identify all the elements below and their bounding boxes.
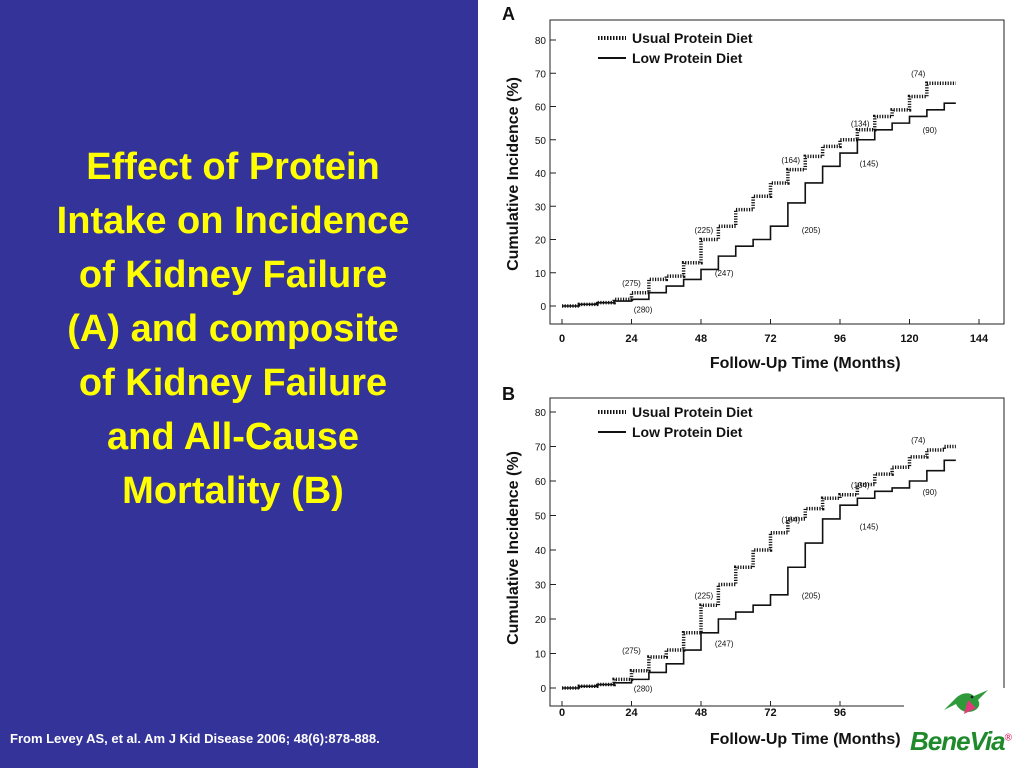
annotation-label: (247): [715, 640, 734, 649]
logo-text: BeneVia®: [910, 726, 1012, 757]
annotation-label: (275): [622, 647, 641, 656]
annotation-label: (145): [860, 159, 879, 168]
annotation-label: (145): [860, 522, 879, 531]
y-tick-label: 10: [535, 650, 547, 661]
annotation-label: (90): [923, 126, 938, 135]
y-tick-label: 50: [535, 136, 547, 147]
slide-title-line: of Kidney Failure: [78, 362, 388, 404]
x-tick-label: 0: [559, 707, 565, 719]
slide-title-line: Mortality (B): [122, 470, 344, 512]
logo-word: BeneVia: [910, 726, 1006, 756]
annotation-label: (205): [802, 591, 821, 600]
annotation-label: (225): [695, 226, 714, 235]
annotation-label: (225): [695, 591, 714, 600]
annotation-label: (205): [802, 226, 821, 235]
panel-label: B: [502, 384, 515, 404]
annotation-label: (74): [911, 70, 926, 79]
y-tick-label: 0: [540, 684, 546, 695]
charts: A 0 10 20 30 40 50 60 70 80 0 24 48 72 96 120 144 Follow-…: [502, 4, 1005, 748]
y-tick-label: 30: [535, 202, 547, 213]
y-tick-label: 80: [535, 408, 547, 419]
legend-label: Low Protein Diet: [632, 50, 743, 66]
annotation-label: (164): [781, 156, 800, 165]
legend-label: Low Protein Diet: [632, 424, 743, 440]
series-line: [562, 459, 956, 689]
y-tick-label: 60: [535, 477, 547, 488]
x-axis-label: Follow-Up Time (Months): [710, 355, 901, 372]
y-tick-label: 40: [535, 169, 547, 180]
slide-title-line: Effect of Protein: [86, 146, 380, 188]
y-tick-label: 70: [535, 69, 547, 80]
x-tick-label: 144: [970, 333, 989, 345]
slide-title-line: and All-Cause: [107, 416, 359, 458]
y-tick-label: 0: [540, 302, 546, 313]
y-tick-label: 70: [535, 443, 547, 454]
x-tick-label: 96: [834, 333, 846, 345]
annotation-label: (280): [634, 306, 653, 315]
benevia-logo: BeneVia®: [904, 688, 1022, 768]
x-tick-label: 48: [695, 333, 707, 345]
annotation-label: (275): [622, 279, 641, 288]
series-line: [562, 81, 956, 308]
legend-label: Usual Protein Diet: [632, 404, 753, 420]
x-tick-label: 24: [625, 333, 638, 345]
x-tick-label: 24: [625, 707, 638, 719]
slide-title-line: Intake on Incidence: [56, 200, 410, 242]
x-tick-label: 96: [834, 707, 846, 719]
y-axis-label: Cumulative Incidence (%): [505, 451, 522, 645]
citation: From Levey AS, et al. Am J Kid Disease 2…: [10, 731, 380, 746]
annotation-label: (164): [781, 515, 800, 524]
x-tick-label: 120: [900, 333, 918, 345]
plot-frame: [549, 19, 1005, 325]
annotation-label: (90): [923, 488, 938, 497]
slide-title: Effect of Protein Intake on Incidence of…: [8, 140, 458, 518]
annotation-label: (134): [851, 119, 870, 128]
panel-label: A: [502, 4, 515, 24]
hummingbird-icon: [944, 690, 988, 714]
x-tick-label: 72: [764, 707, 776, 719]
y-axis-label: Cumulative Incidence (%): [505, 77, 522, 271]
y-tick-label: 20: [535, 236, 547, 247]
x-tick-label: 48: [695, 707, 707, 719]
x-tick-label: 0: [559, 333, 565, 345]
x-axis-label: Follow-Up Time (Months): [710, 731, 901, 748]
y-tick-label: 80: [535, 36, 547, 47]
y-tick-label: 60: [535, 103, 547, 114]
y-tick-label: 10: [535, 269, 547, 280]
y-tick-label: 40: [535, 546, 547, 557]
annotation-label: (134): [851, 481, 870, 490]
left-panel: Effect of Protein Intake on Incidence of…: [0, 0, 478, 768]
slide-title-line: (A) and composite: [67, 308, 399, 350]
logo-registered-mark: ®: [1004, 732, 1012, 744]
annotation-label: (280): [634, 684, 653, 693]
plot-frame: [549, 397, 1005, 707]
y-tick-label: 30: [535, 581, 547, 592]
series-line: [562, 102, 956, 307]
x-tick-label: 72: [764, 333, 776, 345]
y-tick-label: 50: [535, 512, 547, 523]
slide-title-line: of Kidney Failure: [78, 254, 388, 296]
annotation-label: (74): [911, 436, 926, 445]
series-line: [562, 444, 956, 690]
annotation-label: (247): [715, 269, 734, 278]
right-panel: [478, 0, 1024, 768]
y-tick-label: 20: [535, 615, 547, 626]
legend-label: Usual Protein Diet: [632, 30, 753, 46]
